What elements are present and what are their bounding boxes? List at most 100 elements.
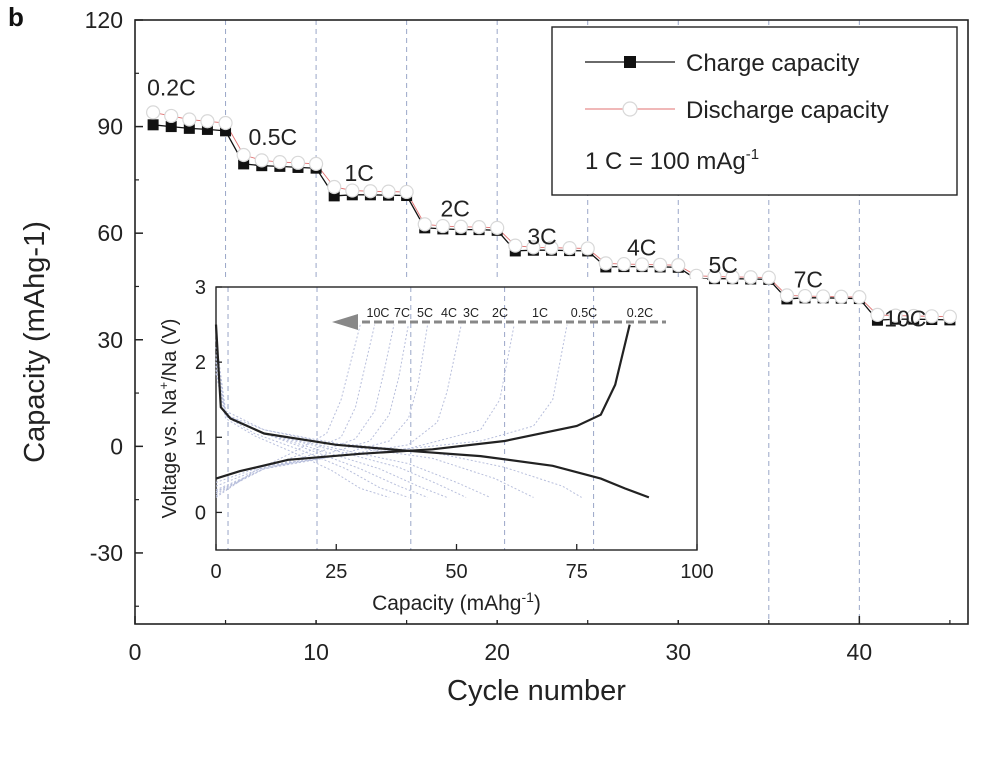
legend-discharge-marker [622,101,638,117]
discharge-point [490,220,505,235]
discharge-point [761,270,776,285]
inset-x-axis-label-part: Capacity [372,592,460,615]
inset-discharge-curve-0.2C [214,324,650,499]
rate-label: 1C [344,160,373,186]
discharge-point [254,153,269,168]
inset-x-tick-label: 75 [566,561,588,583]
inset-y-axis-label-part: + [156,382,171,390]
discharge-point [870,307,885,322]
discharge-point [345,183,360,198]
discharge-point [381,184,396,199]
y-tick-label: -30 [90,540,123,566]
legend-charge-marker [624,56,636,68]
discharge-point [743,270,758,285]
discharge-point [598,256,613,271]
inset-charge-curve-2C [215,324,462,491]
inset-x-axis-label-part: ) [534,592,541,615]
x-tick-label: 0 [129,639,142,665]
discharge-point [725,269,740,284]
discharge-point [653,257,668,272]
discharge-point [471,220,487,235]
discharge-point [580,241,595,256]
discharge-point [671,258,686,273]
discharge-point [308,156,324,171]
discharge-point [616,256,632,272]
discharge-point [634,257,650,272]
y-tick-label: 0 [110,433,123,459]
legend-charge-label: Charge capacity [686,50,859,77]
rate-label: 0.5C [249,124,298,150]
discharge-point [834,289,849,304]
rate-label: 10C [884,305,926,331]
discharge-point [707,269,722,284]
inset-rate-arrow-head [332,314,358,330]
discharge-point [797,288,813,304]
inset-rate-label: 2C [492,306,508,320]
inset-rate-label: 7C [394,306,410,320]
rate-label: 2C [440,195,469,221]
x-tick-label: 30 [665,639,691,665]
discharge-point [182,112,197,127]
discharge-point [526,240,541,255]
charge-point [201,123,213,135]
inset-discharge-curve-1C [215,347,534,498]
x-tick-label: 40 [847,639,873,665]
inset-x-axis-label: Capacity (mAhg-1) [372,589,541,615]
x-tick-label: 10 [303,639,329,665]
discharge-point [200,114,215,129]
y-axis-label: Capacity (mAhg-1) [19,221,51,463]
inset-rate-label: 10C [367,306,390,320]
plot-frame [134,19,969,625]
rate-label: 3C [527,224,556,250]
inset-y-tick-label: 1 [195,427,206,449]
discharge-point [508,238,523,253]
discharge-point [888,308,903,323]
legend-note-sup: -1 [746,146,759,163]
rate-label: 7C [794,266,823,292]
rate-label: 4C [627,234,656,260]
legend-discharge-label: Discharge capacity [686,97,889,124]
discharge-point [272,155,287,170]
y-tick-label: 120 [85,7,123,33]
discharge-point [942,309,957,324]
discharge-point [327,179,342,195]
inset-y-axis-label: Voltage vs. Na+/Na (V) [156,319,181,519]
legend-note-text: 1 C = 100 mAg [585,148,746,175]
charge-point [165,121,177,133]
discharge-point [816,289,831,304]
inset-x-axis-label-part: (mAhg [460,592,522,615]
y-tick-label: 30 [97,327,123,353]
x-tick-label: 20 [484,639,510,665]
inset-x-axis-label-part: -1 [521,589,534,605]
panel-label: b [8,2,24,32]
discharge-point [453,219,469,234]
inset-charge-curve-0.5C [215,324,568,483]
discharge-point [906,308,921,324]
discharge-point [146,105,161,120]
rate-label: 5C [708,252,737,278]
inset-discharge-curve-10C [215,373,390,498]
inset-x-tick-label: 50 [445,561,467,583]
inset-y-axis-label-part: /Na (V) [159,319,181,382]
y-tick-label: 90 [97,114,123,140]
discharge-point [218,115,233,131]
inset-x-tick-label: 100 [680,561,713,583]
inset-rate-label: 5C [417,306,433,320]
discharge-point [236,147,251,163]
discharge-point [399,184,414,200]
charge-point [220,125,232,137]
discharge-point [290,155,306,170]
discharge-point [852,290,867,305]
inset-rate-label: 1C [532,306,548,320]
inset-y-tick-label: 2 [195,352,206,374]
inset-x-tick-label: 0 [210,561,221,583]
inset-y-tick-label: 3 [195,277,206,299]
discharge-point [417,217,432,232]
inset-rate-label: 3C [463,306,479,320]
charge-point [147,119,159,131]
inset-y-tick-label: 0 [195,502,206,524]
charge-point [238,158,250,170]
discharge-point [562,240,577,256]
